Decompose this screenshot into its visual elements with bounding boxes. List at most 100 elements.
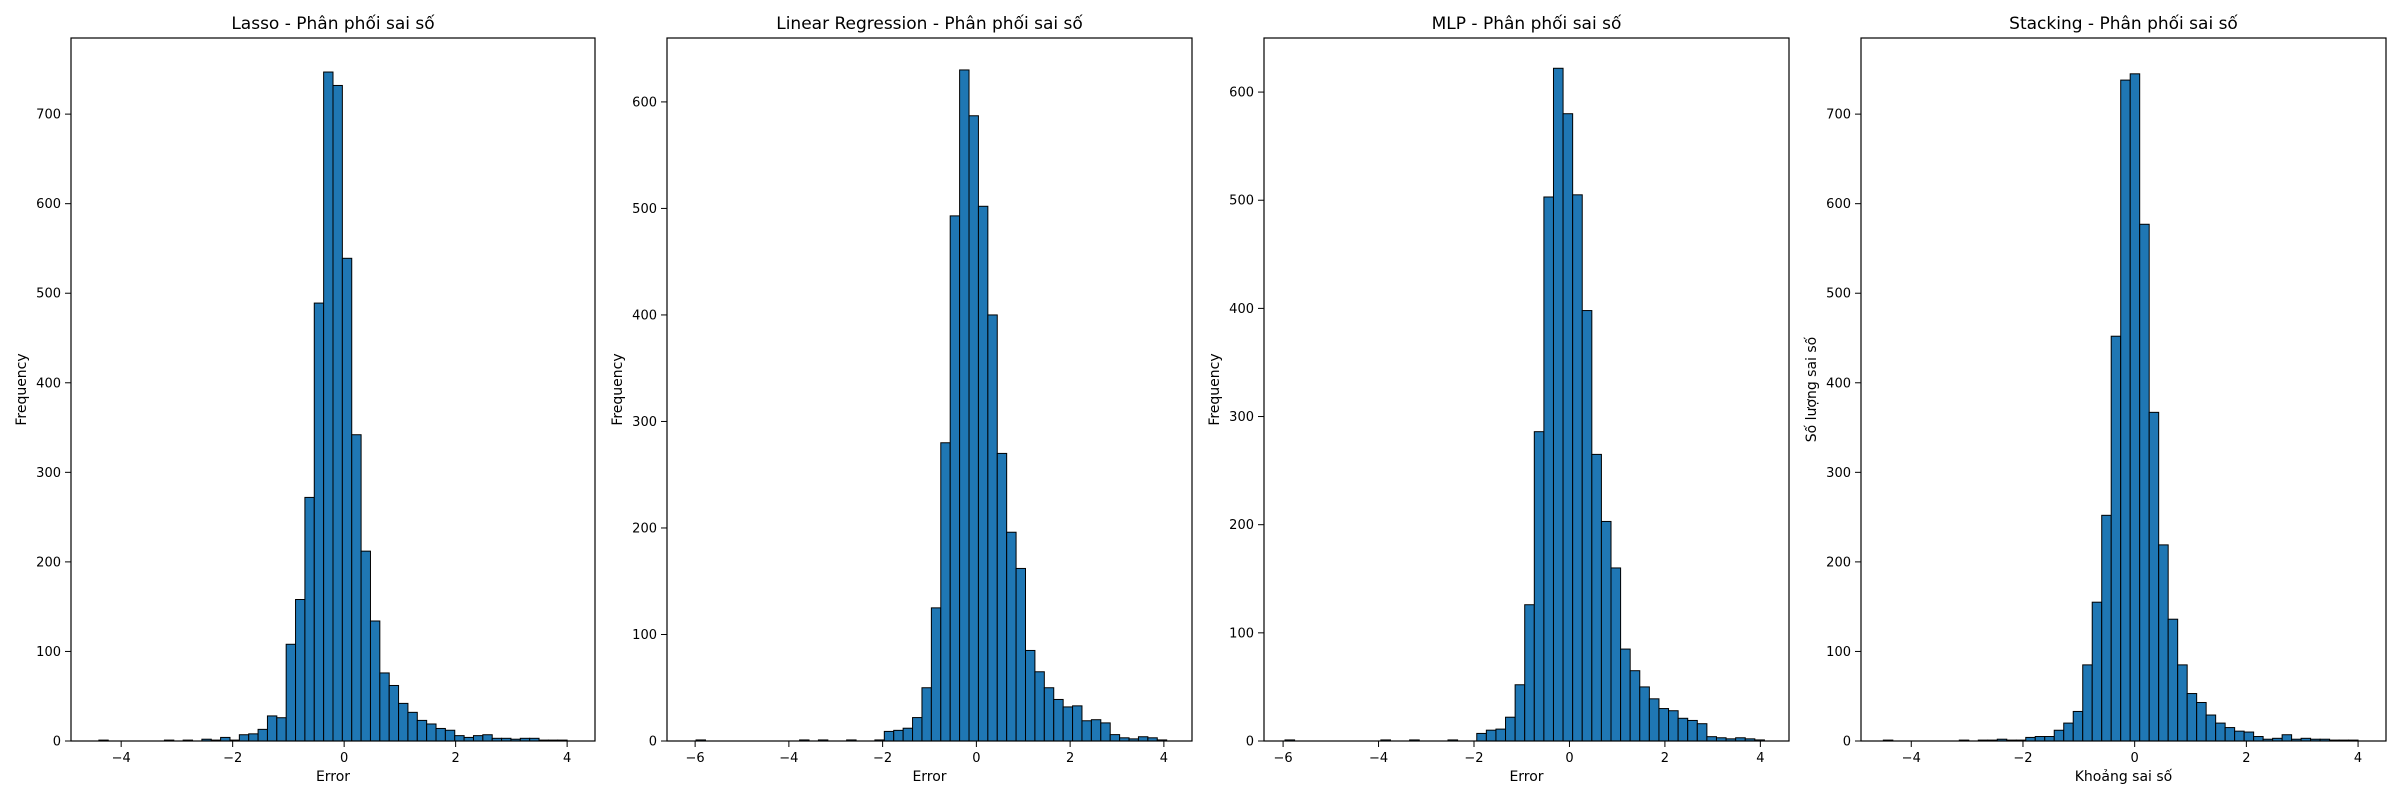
- y-tick-label: 200: [1826, 555, 1851, 570]
- chart-title: Lasso - Phân phối sai số: [231, 13, 435, 34]
- histogram-bar: [1648, 698, 1660, 742]
- histogram-bar: [1043, 687, 1055, 742]
- histogram-bar: [1629, 670, 1641, 742]
- x-tick-label: 2: [451, 751, 459, 766]
- histogram-bar: [1034, 671, 1045, 742]
- x-tick-label: −6: [1274, 751, 1293, 766]
- x-tick-label: −4: [779, 751, 798, 766]
- y-tick-label: 400: [36, 376, 61, 391]
- histogram-bar: [2158, 544, 2169, 742]
- histogram-bar: [323, 71, 334, 742]
- histogram-bar: [1485, 729, 1497, 742]
- y-tick-label: 0: [649, 735, 657, 750]
- y-tick-label: 100: [1826, 645, 1851, 660]
- histogram-bar: [2101, 514, 2112, 742]
- y-tick-label: 500: [36, 287, 61, 302]
- histogram-bar: [472, 735, 484, 742]
- histogram-bar: [2186, 693, 2198, 742]
- histogram-bar: [996, 452, 1008, 742]
- y-tick-label: 100: [632, 628, 657, 643]
- x-tick-label: 0: [972, 751, 980, 766]
- x-tick-label: 2: [1661, 751, 1669, 766]
- histogram-bar: [2281, 734, 2293, 742]
- histogram-bar: [1572, 194, 1583, 742]
- histogram-bar: [2072, 710, 2084, 742]
- histogram-panel-4: −4 −2 0 2 4 0 100 200 300 400 500 600 700 Stacking - …: [1803, 13, 2387, 785]
- x-tick-label: −4: [1902, 751, 1921, 766]
- y-tick-label: 400: [632, 308, 657, 323]
- histogram-bar: [893, 729, 904, 742]
- histogram-bar: [2243, 731, 2255, 742]
- histogram-bar: [1620, 648, 1631, 742]
- bars: [1882, 73, 2359, 742]
- histogram-bar: [304, 496, 315, 742]
- histogram-bar: [1006, 531, 1017, 742]
- histogram-bar: [883, 730, 895, 742]
- histogram-panel-1: −4 −2 0 2 4 0 100 200 300 400 500 600 700 Lasso - Phâ…: [14, 13, 596, 785]
- axes-frame: [1263, 37, 1790, 742]
- y-tick-label: 600: [36, 197, 61, 212]
- histogram-bar: [1552, 67, 1564, 742]
- histogram-bar: [2253, 736, 2264, 742]
- histogram-bar: [1053, 698, 1064, 742]
- histogram-bar: [416, 719, 428, 742]
- histogram-bar: [257, 728, 268, 742]
- axes-frame: [1860, 37, 2387, 742]
- y-tick-label: 0: [1843, 735, 1851, 750]
- y-tick-label: 700: [36, 108, 61, 123]
- histogram-bar: [1639, 686, 1650, 742]
- histogram-bar: [2167, 618, 2179, 742]
- histogram-bar: [295, 599, 306, 742]
- bars: [1284, 67, 1765, 742]
- histogram-bar: [2139, 223, 2150, 742]
- histogram-bar: [2044, 736, 2055, 742]
- histogram-bar: [1100, 722, 1111, 742]
- histogram-bar: [2053, 729, 2065, 742]
- x-axis-label: Khoảng sai số: [2075, 768, 2173, 785]
- histogram-bar: [1505, 716, 1516, 742]
- y-tick-label: 400: [1229, 302, 1254, 317]
- histogram-bar: [398, 702, 409, 742]
- histogram-bar: [968, 115, 979, 742]
- histogram-bar: [1495, 728, 1507, 742]
- y-tick-label: 700: [1826, 108, 1851, 123]
- y-tick-label: 500: [1826, 287, 1851, 302]
- histogram-bar: [2205, 714, 2217, 742]
- y-tick-label: 600: [1229, 86, 1254, 101]
- histogram-bar: [2129, 73, 2141, 742]
- histogram-bar: [1524, 604, 1535, 742]
- histogram-panel-3: −6 −4 −2 0 2 4 0 100 200 300 400 500 600 MLP - Phân p…: [1207, 13, 1790, 785]
- histogram-bar: [1062, 706, 1074, 742]
- histogram-bar: [426, 723, 437, 742]
- histogram-bar: [2091, 601, 2103, 742]
- y-tick-label: 0: [1246, 735, 1254, 750]
- x-tick-label: 4: [2354, 751, 2362, 766]
- x-tick-label: −4: [112, 751, 131, 766]
- x-tick-label: −2: [873, 751, 892, 766]
- y-axis-label: Frequency: [14, 353, 30, 425]
- histogram-bar: [977, 205, 989, 742]
- histogram-bar: [1658, 708, 1670, 742]
- histogram-bar: [1514, 684, 1526, 742]
- histogram-bar: [912, 717, 923, 742]
- x-tick-label: 0: [1565, 751, 1573, 766]
- y-tick-label: 100: [1229, 626, 1254, 641]
- histogram-bar: [1072, 705, 1083, 742]
- histogram-bar: [1591, 453, 1602, 742]
- y-tick-label: 500: [632, 202, 657, 217]
- x-tick-label: 4: [1756, 751, 1764, 766]
- histogram-bar: [1687, 719, 1698, 742]
- y-tick-label: 300: [1229, 410, 1254, 425]
- histogram-bar: [435, 727, 446, 742]
- histogram-bar: [2082, 664, 2093, 742]
- x-tick-label: −2: [2013, 751, 2032, 766]
- x-tick-label: −2: [223, 751, 242, 766]
- histogram-bar: [940, 442, 951, 742]
- x-tick-label: 2: [2242, 751, 2250, 766]
- y-tick-label: 300: [1826, 466, 1851, 481]
- histogram-bar: [2234, 730, 2245, 742]
- y-tick-label: 0: [53, 735, 61, 750]
- x-tick-label: −4: [1369, 751, 1388, 766]
- chart-title: Linear Regression - Phân phối sai số: [776, 13, 1083, 34]
